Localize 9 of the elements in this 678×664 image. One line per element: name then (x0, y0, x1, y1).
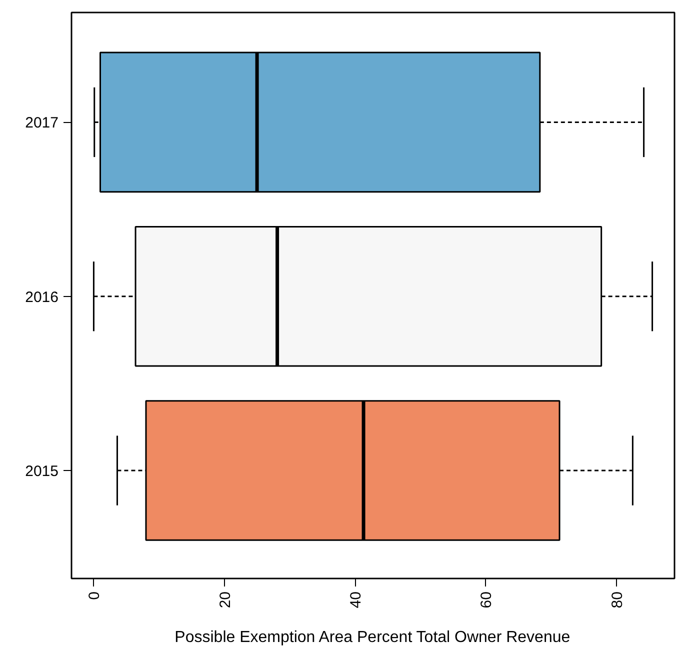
x-tick-label: 0 (86, 592, 104, 600)
x-tick-label: 60 (478, 591, 496, 608)
y-tick-label: 2017 (25, 114, 59, 132)
x-axis-title: Possible Exemption Area Percent Total Owner Revenue (174, 629, 570, 646)
y-tick-label: 2015 (25, 463, 59, 480)
x-tick-label: 80 (608, 591, 626, 608)
y-tick-label: 2016 (25, 288, 59, 306)
x-tick-label: 20 (216, 591, 234, 608)
x-tick-label: 40 (348, 591, 365, 608)
